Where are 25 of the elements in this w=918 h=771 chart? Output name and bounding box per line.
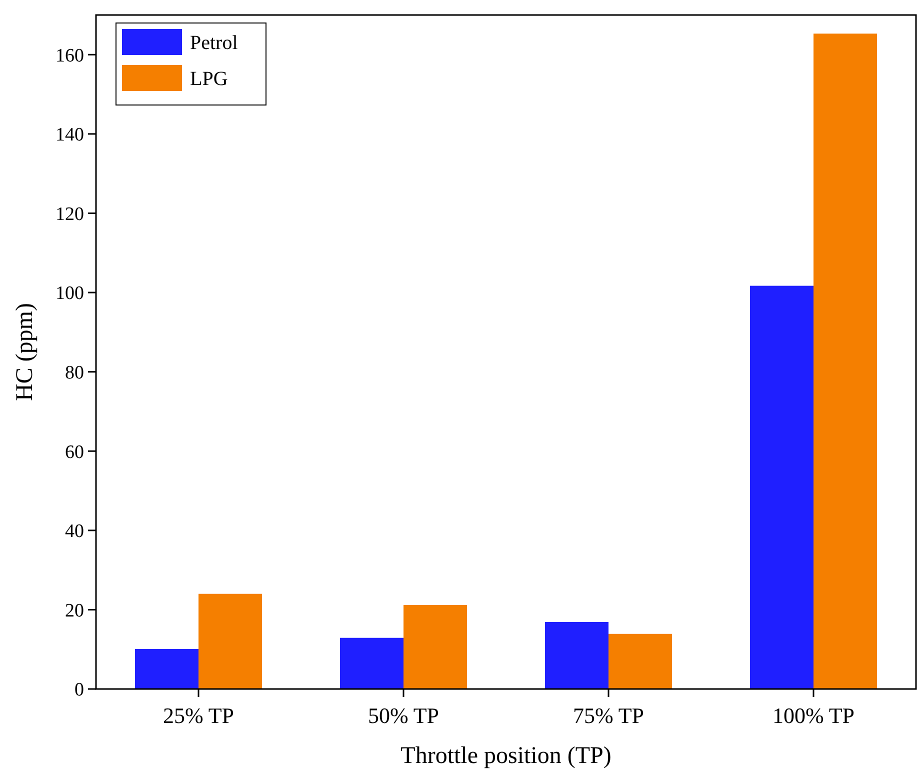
y-tick-label: 100 bbox=[56, 283, 84, 304]
x-tick-label: 50% TP bbox=[368, 703, 440, 728]
y-tick-label: 140 bbox=[56, 124, 84, 146]
y-tick-label: 60 bbox=[65, 442, 84, 463]
y-tick-label: 120 bbox=[56, 204, 84, 225]
x-tick-label: 75% TP bbox=[572, 703, 644, 728]
bar bbox=[134, 648, 198, 689]
y-tick-label: 80 bbox=[65, 362, 84, 384]
bar bbox=[404, 604, 468, 689]
bar bbox=[750, 286, 814, 689]
x-tick-label: 100% TP bbox=[772, 703, 855, 728]
bar bbox=[340, 638, 404, 689]
y-tick-label: 160 bbox=[56, 45, 84, 66]
y-tick-label: 40 bbox=[65, 521, 84, 542]
bar bbox=[198, 594, 262, 689]
bar bbox=[544, 622, 608, 689]
bar bbox=[608, 634, 672, 689]
x-tick-label: 25% TP bbox=[162, 703, 234, 728]
y-axis-title: HC (ppm) bbox=[12, 303, 38, 401]
bar bbox=[814, 34, 878, 689]
legend-label: LPG bbox=[190, 68, 228, 90]
y-tick-label: 0 bbox=[74, 680, 84, 701]
y-tick-label: 20 bbox=[65, 600, 84, 622]
legend-label: Petrol bbox=[190, 32, 238, 54]
x-axis-title: Throttle position (TP) bbox=[400, 743, 612, 769]
